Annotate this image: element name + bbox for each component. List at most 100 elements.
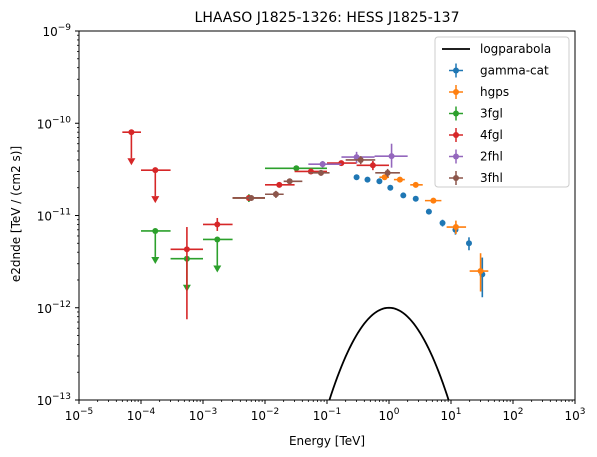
point-marker xyxy=(214,236,221,243)
legend-label: 3fhl xyxy=(480,171,503,185)
point-marker xyxy=(396,176,403,183)
data-point xyxy=(439,219,446,227)
legend-box xyxy=(434,36,570,188)
point-marker xyxy=(430,197,437,204)
upper-limit-arrow xyxy=(213,265,222,273)
data-point xyxy=(283,178,303,185)
x-tick-label: 101 xyxy=(440,407,461,423)
data-point xyxy=(345,156,376,165)
data-point xyxy=(393,176,405,183)
upper-limit xyxy=(141,167,171,204)
legend-label: 4fgl xyxy=(480,128,503,142)
legend-label: logparabola xyxy=(480,42,551,56)
point-marker xyxy=(183,246,190,253)
x-tick-label: 10−1 xyxy=(313,407,342,423)
series-3fhl xyxy=(232,156,400,201)
point-marker xyxy=(439,219,446,226)
series-hgps xyxy=(379,174,489,292)
data-point xyxy=(308,169,330,176)
legend-label: gamma-cat xyxy=(480,64,549,78)
y-tick-label: 10−11 xyxy=(37,208,71,224)
point-marker xyxy=(248,194,255,201)
x-tick-label: 102 xyxy=(502,407,523,423)
data-point xyxy=(265,181,295,188)
data-point xyxy=(265,165,327,172)
point-marker xyxy=(276,181,283,188)
upper-limit xyxy=(203,236,233,273)
legend-item: gamma-cat xyxy=(449,63,549,78)
y-tick-label: 10−13 xyxy=(37,392,71,408)
upper-limit-arrow xyxy=(151,196,160,204)
data-point xyxy=(412,195,419,202)
x-tick-label: 10−4 xyxy=(127,407,156,423)
data-point xyxy=(374,143,408,168)
plot-area xyxy=(122,129,489,400)
data-point xyxy=(425,208,432,215)
point-marker xyxy=(387,184,394,191)
point-marker xyxy=(381,174,388,181)
data-point xyxy=(376,178,383,185)
chart-title: LHAASO J1825-1326: HESS J1825-137 xyxy=(195,10,460,26)
upper-limit-arrow xyxy=(151,256,160,264)
point-marker xyxy=(376,178,383,185)
point-marker xyxy=(369,162,376,169)
legend-item: 4fgl xyxy=(449,128,503,142)
axes: 10−5 10−4 10−3 10−2 10−1 100 101 102 103 10−13 10−… xyxy=(37,23,586,423)
data-point xyxy=(203,217,233,231)
y-axis-title: e2dnde [TeV / (cm2 s)] xyxy=(9,146,23,282)
legend-item: 3fgl xyxy=(449,106,503,121)
legend-swatch-marker xyxy=(453,67,459,74)
point-marker xyxy=(425,208,432,215)
point-marker xyxy=(128,129,135,136)
legend-label: 2fhl xyxy=(480,150,503,164)
data-point xyxy=(465,237,472,251)
x-axis-title: Energy [TeV] xyxy=(289,434,365,448)
point-marker xyxy=(272,191,279,198)
point-marker xyxy=(319,161,326,168)
point-marker xyxy=(412,195,419,202)
upper-limit xyxy=(141,227,171,264)
point-marker xyxy=(152,167,159,174)
legend-item: logparabola xyxy=(442,42,551,56)
point-marker xyxy=(384,169,391,176)
data-point xyxy=(353,174,360,181)
series-3fgl xyxy=(141,165,327,292)
point-marker xyxy=(286,178,293,185)
legend-item: hgps xyxy=(449,85,509,99)
y-tick-label: 10−10 xyxy=(37,115,72,131)
legend-swatch-marker xyxy=(453,175,459,181)
point-marker xyxy=(317,169,324,176)
data-point xyxy=(308,160,342,168)
x-tick-label: 10−2 xyxy=(251,407,280,423)
data-point xyxy=(364,176,371,183)
point-marker xyxy=(388,153,395,160)
data-point xyxy=(410,181,423,188)
point-marker xyxy=(214,221,221,228)
series-4fgl xyxy=(122,129,389,320)
data-point xyxy=(424,197,442,204)
data-point xyxy=(170,227,203,320)
x-tick-label: 103 xyxy=(564,407,585,423)
legend-label: 3fgl xyxy=(480,107,503,121)
point-marker xyxy=(353,174,360,181)
legend-swatch-marker xyxy=(453,153,459,160)
x-tick-label: 10−5 xyxy=(65,407,94,423)
series-2fhl xyxy=(308,143,408,168)
point-marker xyxy=(338,160,345,167)
data-point xyxy=(327,160,357,167)
data-point xyxy=(446,220,467,235)
data-point xyxy=(400,192,407,199)
point-marker xyxy=(452,224,459,231)
legend-item: 3fhl xyxy=(449,171,503,185)
point-marker xyxy=(412,181,419,188)
series-gamma-cat xyxy=(353,174,486,298)
legend-swatch-marker xyxy=(453,110,459,117)
legend: logparabola gamma-cat hgps 3fgl 4fgl 2fhl 3fhl xyxy=(434,36,570,188)
y-tick-label: 10−9 xyxy=(42,23,71,39)
series-line xyxy=(328,306,450,400)
data-point xyxy=(375,168,400,178)
legend-swatch-marker xyxy=(453,132,459,138)
point-marker xyxy=(400,192,407,199)
data-point xyxy=(265,190,284,198)
